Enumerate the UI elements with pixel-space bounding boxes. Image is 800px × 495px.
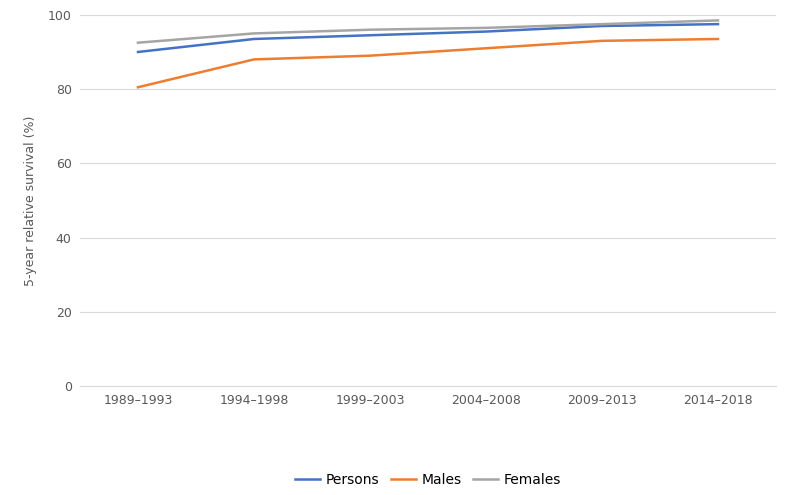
Legend: Persons, Males, Females: Persons, Males, Females — [290, 467, 566, 493]
Persons — [133, 49, 143, 55]
Females — [714, 17, 723, 23]
Males — [482, 46, 491, 51]
Females — [133, 40, 143, 46]
Females — [365, 27, 374, 33]
Males — [714, 36, 723, 42]
Line: Males: Males — [138, 39, 718, 87]
Males — [597, 38, 607, 44]
Persons — [597, 23, 607, 29]
Males — [365, 53, 374, 59]
Males — [133, 84, 143, 90]
Persons — [365, 32, 374, 38]
Persons — [482, 29, 491, 35]
Line: Persons: Persons — [138, 24, 718, 52]
Y-axis label: 5-year relative survival (%): 5-year relative survival (%) — [24, 115, 37, 286]
Line: Females: Females — [138, 20, 718, 43]
Males — [250, 56, 259, 62]
Females — [597, 21, 607, 27]
Persons — [250, 36, 259, 42]
Persons — [714, 21, 723, 27]
Females — [250, 31, 259, 37]
Females — [482, 25, 491, 31]
